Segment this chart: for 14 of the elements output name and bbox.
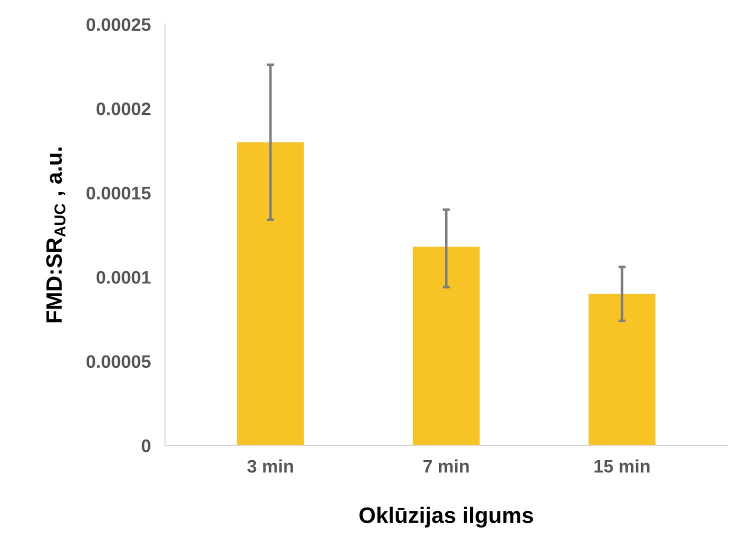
- y-tick-label: 0.0002: [96, 102, 150, 116]
- y-tick-label: 0.00015: [86, 186, 151, 200]
- y-axis-title: FMD:SR$_{AUC}$ , a.u.: [46, 148, 66, 322]
- x-axis-title: Oklūzijas ilgums: [359, 506, 534, 528]
- y-tick-label: 0.00025: [86, 18, 151, 32]
- y-tick-label: 0.0001: [96, 270, 151, 284]
- x-tick-label: 15 min: [594, 459, 650, 473]
- bar: [588, 294, 656, 446]
- bar: [237, 142, 304, 446]
- x-tick-label: 3 min: [247, 459, 293, 473]
- x-tick-label: 7 min: [423, 459, 469, 472]
- y-tick-label: 0.00005: [86, 355, 151, 368]
- bar: [412, 246, 480, 446]
- y-tick-label: 0: [142, 439, 150, 452]
